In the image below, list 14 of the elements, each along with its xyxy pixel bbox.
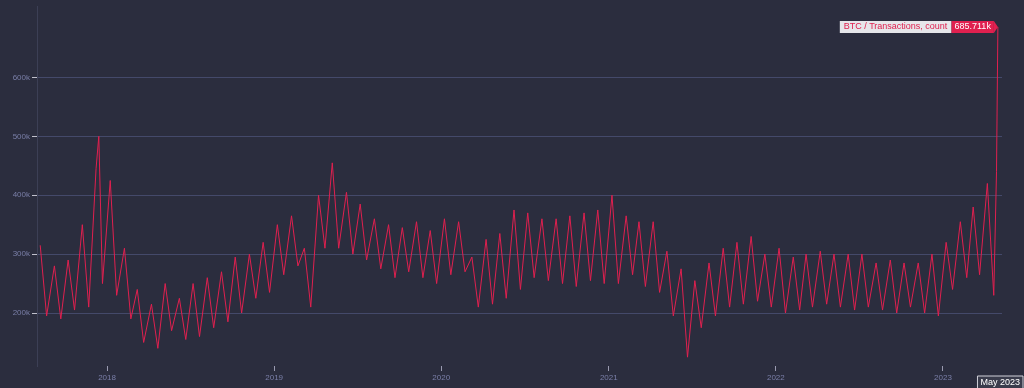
annotation: 685.711k bbox=[954, 21, 992, 32]
x-tick-label: 2018 bbox=[98, 373, 117, 382]
y-tick-label: 300k bbox=[12, 249, 31, 259]
y-tick-label: 400k bbox=[12, 190, 31, 200]
y-tick-label: 500k bbox=[12, 131, 31, 141]
x-tick-label: 2022 bbox=[766, 373, 786, 382]
y-tick-label: 600k bbox=[12, 72, 31, 82]
text: May 2023 bbox=[980, 377, 1021, 388]
x-tick-label: 2019 bbox=[265, 373, 284, 382]
x-tick-label: 2023 bbox=[934, 373, 953, 382]
y-tick-label: 200k bbox=[12, 308, 31, 318]
x-tick-label: 2020 bbox=[432, 373, 451, 382]
legend-label: BTC / Transactions, count bbox=[843, 21, 948, 32]
x-tick-label: 2021 bbox=[599, 373, 619, 382]
